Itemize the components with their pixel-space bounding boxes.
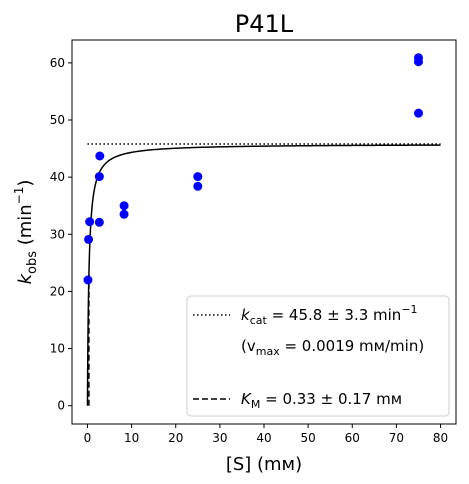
data-point [85,217,95,227]
data-point [84,234,94,244]
y-tick-label: 20 [50,284,65,298]
legend-km-text: = 0.33 ± 0.17 mм [260,390,402,408]
legend-kcat-sub: cat [250,314,268,327]
y-axis-title-unit: (min [15,204,36,251]
x-tick-label: 10 [124,431,139,445]
y-tick-label: 50 [50,113,65,127]
y-tick-label: 10 [50,342,65,356]
y-axis-title-sub: obs [25,251,40,274]
legend-kcat-main: k [241,306,251,324]
x-tick-label: 30 [212,431,227,445]
y-axis-title: kobs (min−1) [12,180,40,285]
x-tick-label: 60 [345,431,360,445]
legend-vmax-sub: max [256,345,280,358]
y-tick-label: 60 [50,56,65,70]
data-point [413,57,423,67]
y-axis-title-sup: −1 [12,187,26,205]
legend-box [186,295,450,417]
x-tick-label: 0 [84,431,92,445]
y-tick-label: 40 [50,170,65,184]
fit-curve [86,144,441,406]
x-tick-label: 40 [256,431,271,445]
legend-km-main: K [241,390,252,408]
legend-vmax-open: (v [241,337,256,355]
legend-vmax-label: (vmax = 0.0019 mм/min) [241,337,424,358]
y-axis-title-close: ) [15,180,36,187]
y-axis-title-main: k [15,272,36,284]
legend-km-label: KM = 0.33 ± 0.17 mм [241,390,402,411]
plot-area [83,53,441,406]
y-axis: 0 10 20 30 40 50 60 [50,56,72,413]
legend-kcat-label: kcat = 45.8 ± 3.3 min−1 [241,303,418,327]
y-tick-label: 30 [50,227,65,241]
data-point [94,217,104,227]
data-point [95,151,105,161]
x-tick-label: 80 [433,431,448,445]
data-point [193,172,203,182]
legend-vmax-text: = 0.0019 mм/min) [280,337,424,355]
data-point [83,275,93,285]
data-point [413,108,423,118]
chart-title: P41L [235,10,294,38]
legend-kcat-text: = 45.8 ± 3.3 min [267,306,402,324]
legend: kcat = 45.8 ± 3.3 min−1 (vmax = 0.0019 m… [186,295,450,417]
x-tick-label: 20 [168,431,183,445]
legend-kcat-sup: −1 [401,303,417,316]
y-tick-label: 0 [57,399,65,413]
x-tick-label: 50 [300,431,315,445]
x-axis: 0 10 20 30 40 50 60 70 80 [84,424,448,445]
legend-km-sub: M [251,398,261,411]
x-tick-label: 70 [389,431,404,445]
x-axis-title: [S] (mм) [226,454,302,475]
data-point [94,172,104,182]
data-point [119,209,129,219]
data-point [119,201,129,211]
data-point [193,181,203,191]
